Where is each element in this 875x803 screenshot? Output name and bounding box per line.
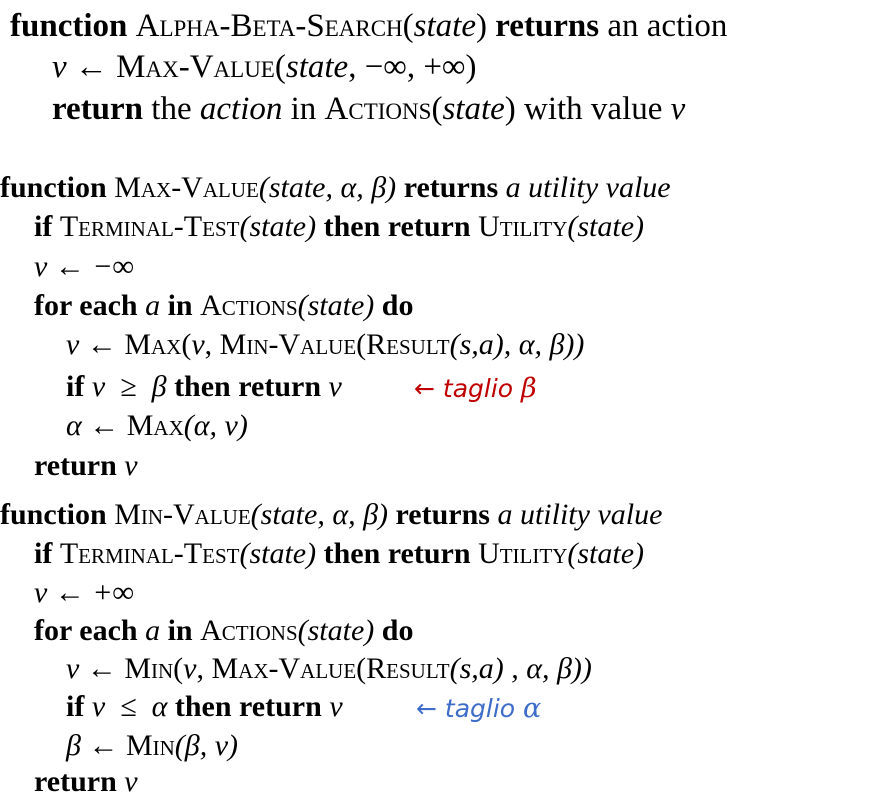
- kw-return: return: [52, 91, 144, 127]
- kw-function: function: [0, 171, 107, 204]
- max-value-init: v ← −∞: [34, 250, 134, 283]
- min-value-for-each: for each a in Actions(state) do: [34, 614, 414, 647]
- min-value-return: return v: [34, 765, 138, 798]
- max-value-for-each: for each a in Actions(state) do: [34, 289, 414, 322]
- max-value-header: function Max-Value(state, α, β) returns …: [0, 171, 671, 204]
- function-name: Max-Value: [114, 171, 259, 204]
- alpha-beta-search-line-2: return the action in Actions(state) with…: [52, 91, 686, 127]
- max-value-beta-cut-test: if v ≥ β then return v: [66, 370, 342, 403]
- left-arrow-icon: ←: [414, 374, 443, 403]
- function-name: Alpha-Beta-Search: [135, 8, 403, 44]
- alpha-beta-search-line-1: v ← Max-Value(state, −∞, +∞): [52, 49, 477, 85]
- max-value-return: return v: [34, 449, 138, 482]
- min-value-init: v ← +∞: [34, 576, 134, 609]
- beta-cut-annotation: ← taglio β: [414, 373, 537, 404]
- min-value-alpha-cut-test: if v ≤ α then return v: [66, 690, 343, 723]
- kw-returns: returns: [403, 171, 499, 204]
- kw-function: function: [10, 8, 128, 44]
- alpha-cut-annotation: ← taglio α: [416, 693, 542, 724]
- min-value-header: function Min-Value(state, α, β) returns …: [0, 498, 663, 531]
- alpha-beta-search-header: function Alpha-Beta-Search(state) return…: [10, 8, 728, 44]
- kw-function: function: [0, 498, 107, 531]
- function-name: Min-Value: [114, 498, 251, 531]
- min-value-update: v ← Min(v, Max-Value(Result(s,a) , α, β)…: [66, 652, 592, 685]
- min-value-beta-update: β ← Min(β, v): [66, 729, 239, 762]
- min-value-terminal-test: if Terminal-Test(state) then return Util…: [34, 537, 645, 570]
- kw-returns: returns: [495, 8, 600, 44]
- kw-returns: returns: [395, 498, 490, 531]
- max-value-terminal-test: if Terminal-Test(state) then return Util…: [34, 210, 645, 243]
- max-value-alpha-update: α ← Max(α, v): [66, 409, 248, 442]
- left-arrow-icon: ←: [416, 694, 445, 723]
- max-value-update: v ← Max(v, Min-Value(Result(s,a), α, β)): [66, 328, 585, 361]
